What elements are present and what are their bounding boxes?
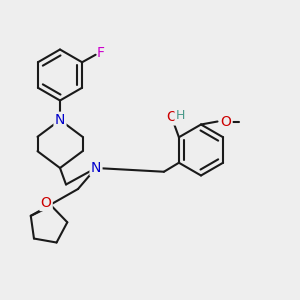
Text: O: O (220, 115, 231, 128)
Text: O: O (40, 196, 51, 210)
Text: N: N (91, 161, 101, 175)
Text: F: F (97, 46, 105, 60)
Text: N: N (55, 113, 65, 127)
Text: O: O (166, 110, 177, 124)
Text: H: H (176, 110, 185, 122)
